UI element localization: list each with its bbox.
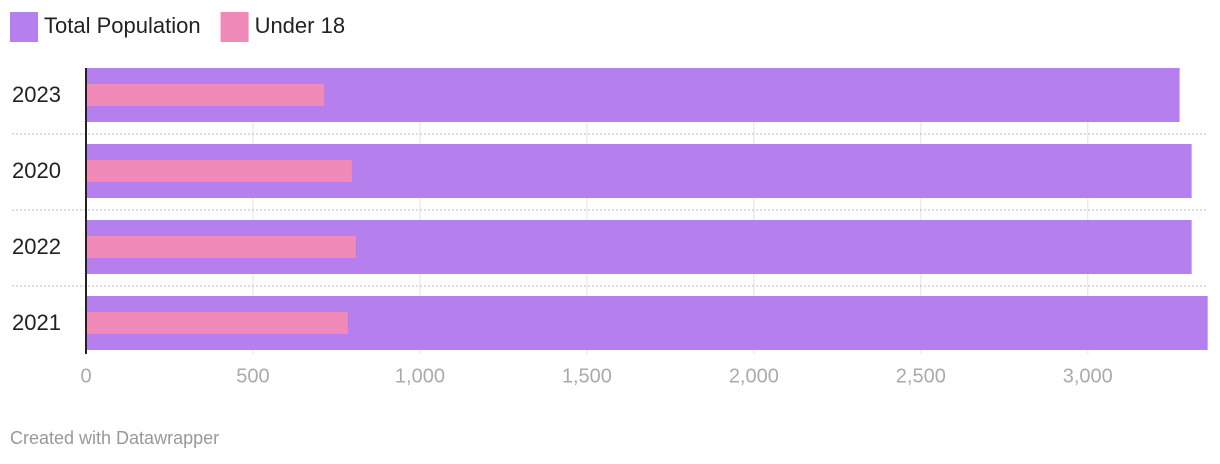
x-tick-label: 2,500 xyxy=(896,365,946,387)
x-tick-label: 3,000 xyxy=(1063,365,1113,387)
y-tick-label: 2020 xyxy=(12,158,61,183)
y-tick-label: 2022 xyxy=(12,234,61,259)
y-tick-label: 2021 xyxy=(12,310,61,335)
bar xyxy=(86,236,356,258)
x-tick-label: 1,000 xyxy=(395,365,445,387)
y-tick-label: 2023 xyxy=(12,82,61,107)
bar xyxy=(86,160,352,182)
legend-label: Under 18 xyxy=(255,13,346,38)
credit: Created with Datawrapper xyxy=(10,428,219,448)
x-tick-label: 0 xyxy=(80,365,91,387)
x-tick-label: 2,000 xyxy=(729,365,779,387)
legend-label: Total Population xyxy=(44,13,201,38)
x-tick-label: 1,500 xyxy=(562,365,612,387)
x-tick-label: 500 xyxy=(236,365,269,387)
legend-swatch xyxy=(10,12,38,42)
bar xyxy=(86,84,325,106)
legend-swatch xyxy=(220,12,249,42)
bar xyxy=(86,312,348,334)
